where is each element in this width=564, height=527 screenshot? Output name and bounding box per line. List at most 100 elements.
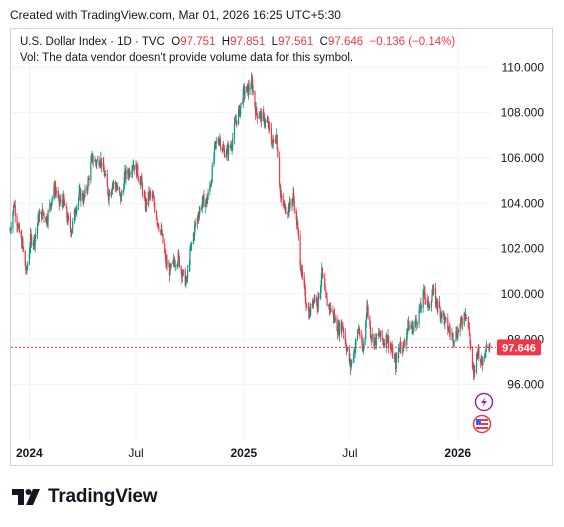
candle-body [69, 218, 71, 229]
candle-body [465, 313, 467, 318]
candle-body [415, 318, 417, 322]
candle-body [367, 307, 369, 317]
candle-body [202, 195, 204, 204]
candle-body [389, 346, 391, 348]
candle-body [80, 192, 82, 201]
candle-body [350, 364, 352, 369]
candle-body [58, 194, 60, 205]
candle-body [151, 195, 154, 197]
candle-body [177, 263, 179, 266]
candle-body [325, 296, 328, 299]
candle-body [84, 188, 86, 196]
candle-body [250, 78, 253, 89]
candle-body [54, 187, 56, 195]
dividend-event-icon[interactable] [474, 392, 494, 412]
candle-body [110, 190, 112, 197]
candle-body [314, 297, 316, 302]
candle-body [226, 148, 228, 155]
candle-body [289, 200, 291, 205]
candle-body [270, 128, 272, 141]
candle-body [408, 325, 410, 331]
candle-body [341, 322, 343, 332]
candle-body [218, 139, 220, 144]
candle-body [20, 232, 22, 237]
candle-body [422, 291, 424, 308]
candle-body [457, 329, 459, 339]
candle-body [273, 139, 275, 141]
candle-body [336, 318, 338, 332]
candle-body [73, 209, 76, 222]
candle-body [326, 298, 328, 307]
candle-body [430, 301, 432, 308]
candle-body [83, 195, 85, 203]
candle-body [453, 342, 455, 343]
candle-body [283, 199, 285, 206]
chart-frame[interactable] [10, 28, 553, 466]
candle-body [114, 182, 117, 187]
footer-brand[interactable]: TradingView [12, 486, 158, 508]
candle-body [125, 169, 127, 179]
candle-body [365, 316, 367, 322]
candle-body [362, 346, 365, 352]
candle-body [324, 289, 326, 292]
candle-body [68, 215, 70, 219]
candle-body [104, 174, 107, 176]
candle-body [77, 198, 80, 206]
candle-body [332, 310, 334, 312]
candle-body [304, 289, 306, 303]
candle-body [355, 339, 357, 347]
candle-body [87, 179, 89, 190]
candle-body [468, 327, 470, 329]
candle-body [441, 311, 443, 318]
candle-body [252, 91, 254, 92]
candle-body [184, 270, 186, 286]
candle-body [484, 351, 486, 355]
candle-body [39, 211, 41, 215]
candle-body [434, 288, 437, 305]
chart-caption: Created with TradingView.com, Mar 01, 20… [10, 8, 341, 22]
candle-body [381, 330, 383, 340]
candle-body [433, 288, 435, 289]
candle-body [443, 311, 445, 317]
candle-body [157, 223, 159, 228]
candle-body [71, 229, 73, 234]
time-tick-label: 2024 [16, 446, 43, 460]
candle-body [252, 80, 254, 92]
candle-body [344, 332, 346, 341]
candle-body [322, 275, 324, 278]
candle-body [112, 184, 114, 185]
candle-body [22, 239, 24, 248]
candle-body [342, 325, 344, 329]
candle-body [420, 307, 423, 309]
candle-body [61, 199, 63, 203]
candle-body [237, 110, 240, 124]
candle-body [109, 192, 111, 197]
candle-body [144, 195, 146, 197]
candle-body [259, 112, 261, 118]
candle-body [49, 203, 52, 206]
candle-body [103, 170, 105, 177]
us-flag-event-icon[interactable] [472, 414, 492, 434]
candle-body [373, 339, 376, 346]
candle-body [424, 298, 427, 300]
candle-body [181, 275, 183, 278]
volume-note: Vol: The data vendor doesn't provide vol… [20, 52, 354, 64]
candle-body [165, 254, 167, 265]
candle-body [199, 207, 201, 212]
candle-body [416, 323, 418, 325]
candle-body [274, 140, 277, 142]
candle-body [457, 329, 459, 332]
candle-body [86, 189, 88, 191]
candle-body [403, 342, 406, 345]
candle-body [75, 211, 77, 213]
candle-body [141, 177, 143, 185]
candle-series [9, 72, 491, 381]
candle-body [189, 250, 191, 266]
candlestick-chart[interactable]: 110.000 108.000 106.000 104.000 102.000 100.0… [0, 0, 564, 470]
candle-body [269, 123, 271, 129]
candle-body [129, 174, 131, 176]
candle-body [233, 122, 236, 139]
candle-body [137, 165, 139, 177]
candle-body [428, 302, 430, 309]
candle-body [351, 359, 353, 365]
